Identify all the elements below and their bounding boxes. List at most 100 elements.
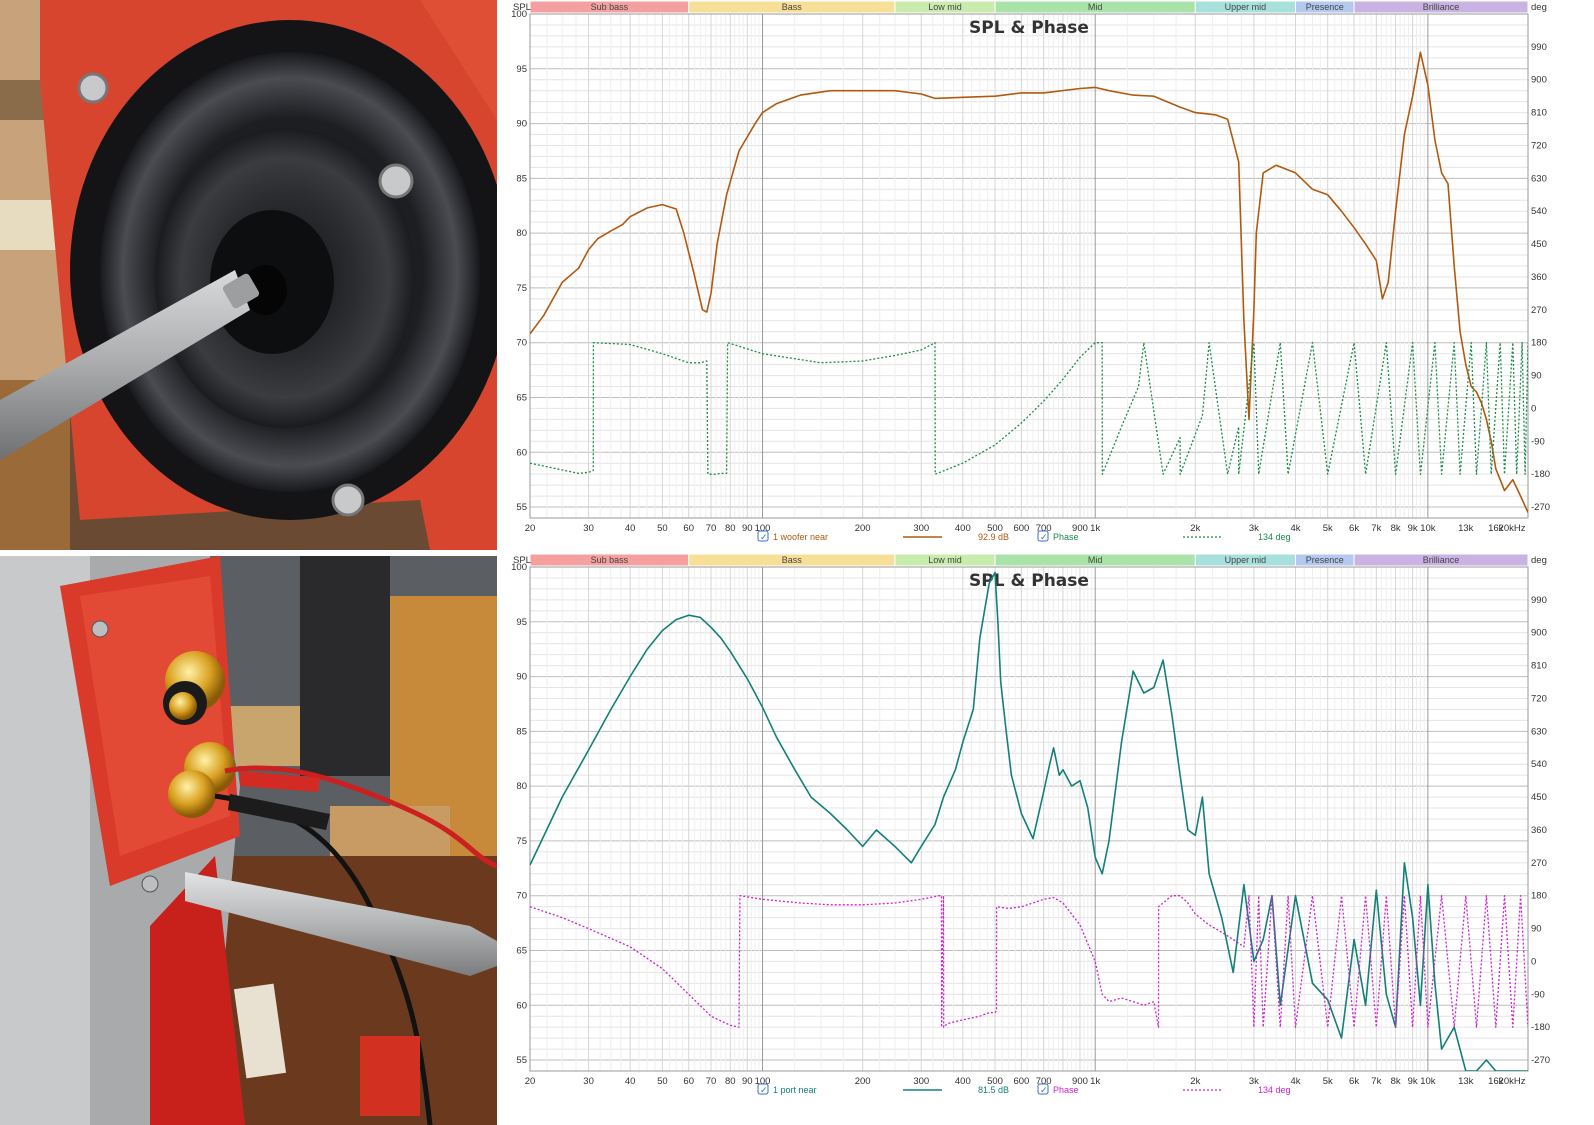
freq-tick-label: 10k — [1420, 1076, 1436, 1087]
freq-tick-label: 500 — [987, 523, 1003, 534]
series-checkbox — [757, 1083, 769, 1095]
legend-series-name: 1 port near — [773, 1085, 817, 1095]
freq-tick-label: 600 — [1013, 1076, 1029, 1087]
woofer-chart-svg: Sub bass Bass Low mid Mid Upper mid Presence B… — [511, 0, 1550, 542]
freq-tick-label: 3k — [1249, 1076, 1259, 1087]
phase-tick-label: 450 — [1531, 792, 1547, 803]
woofer-photo-drawing — [0, 0, 497, 550]
spl-tick-label: 60 — [516, 1000, 527, 1011]
freq-tick-label: 10k — [1420, 523, 1436, 534]
legend-series-value: 92.9 dB — [978, 532, 1009, 542]
freq-tick-label: 70 — [706, 523, 717, 534]
band-6 — [1353, 553, 1529, 567]
spl-tick-label: 90 — [516, 672, 527, 683]
spl-tick-label: 65 — [516, 945, 527, 956]
band-label: Presence — [1306, 555, 1344, 565]
freq-tick-label: 6k — [1349, 1076, 1359, 1087]
phase-series-line — [530, 895, 1528, 1028]
freq-tick-label: 60 — [683, 523, 694, 534]
freq-tick-label: 20kHz — [1499, 1076, 1526, 1087]
freq-tick-label: 30 — [583, 1076, 594, 1087]
freq-tick-label: 4k — [1290, 1076, 1300, 1087]
freq-tick-label: 80 — [725, 523, 736, 534]
spl-tick-label: 60 — [516, 447, 527, 458]
spl-series-line — [530, 51, 1528, 513]
band-label: Low mid — [928, 2, 962, 12]
checkmark-icon: ✓ — [1040, 532, 1048, 542]
freq-tick-label: 8k — [1391, 1076, 1401, 1087]
band-label: Low mid — [928, 555, 962, 565]
spl-series-line — [530, 571, 1528, 1071]
band-6 — [1353, 0, 1529, 14]
freq-tick-label: 4k — [1290, 523, 1300, 534]
freq-tick-label: 20kHz — [1499, 523, 1526, 534]
freq-tick-label: 6k — [1349, 523, 1359, 534]
phase-tick-label: 360 — [1531, 272, 1547, 283]
phase-tick-label: -90 — [1531, 436, 1545, 447]
freq-tick-label: 20 — [525, 523, 536, 534]
spl-tick-label: 65 — [516, 392, 527, 403]
spl-tick-label: 95 — [516, 617, 527, 628]
phase-tick-label: -180 — [1531, 1022, 1550, 1033]
phase-axis-unit: deg — [1531, 2, 1547, 13]
band-label: Sub bass — [591, 555, 629, 565]
freq-tick-label: 900 — [1072, 523, 1088, 534]
freq-tick-label: 300 — [913, 1076, 929, 1087]
freq-tick-label: 8k — [1391, 523, 1401, 534]
phase-tick-label: 180 — [1531, 891, 1547, 902]
checkmark-icon: ✓ — [760, 532, 768, 542]
woofer-spl-phase-chart: Sub bass Bass Low mid Mid Upper mid Presence B… — [510, 0, 1594, 560]
legend-series-value: 81.5 dB — [978, 1085, 1009, 1095]
freq-tick-label: 700 — [1036, 1076, 1052, 1087]
phase-tick-label: -270 — [1531, 1055, 1550, 1066]
spl-tick-label: 85 — [516, 726, 527, 737]
phase-tick-label: 540 — [1531, 206, 1547, 217]
phase-series-line — [530, 342, 1528, 475]
spl-tick-label: 100 — [511, 562, 527, 573]
band-label: Upper mid — [1225, 555, 1267, 565]
spl-tick-label: 80 — [516, 228, 527, 239]
band-label: Bass — [782, 2, 803, 12]
phase-checkbox — [1037, 530, 1049, 542]
freq-tick-label: 90 — [742, 523, 753, 534]
series-checkbox — [757, 530, 769, 542]
band-label: Bass — [782, 555, 803, 565]
freq-tick-label: 70 — [706, 1076, 717, 1087]
phase-tick-label: 270 — [1531, 858, 1547, 869]
chart-title: SPL & Phase — [969, 18, 1089, 38]
freq-tick-label: 9k — [1408, 523, 1418, 534]
spl-tick-label: 95 — [516, 64, 527, 75]
spl-tick-label: 55 — [516, 502, 527, 513]
plot-frame — [529, 13, 1529, 519]
freq-tick-label: 700 — [1036, 523, 1052, 534]
plot-frame — [529, 566, 1529, 1072]
freq-tick-label: 300 — [913, 523, 929, 534]
band-label: Upper mid — [1225, 2, 1267, 12]
spl-tick-label: 75 — [516, 836, 527, 847]
freq-tick-label: 5k — [1323, 1076, 1333, 1087]
checkmark-icon: ✓ — [760, 1085, 768, 1095]
freq-tick-label: 500 — [987, 1076, 1003, 1087]
freq-tick-label: 13k — [1458, 523, 1474, 534]
band-label: Mid — [1088, 555, 1103, 565]
phase-tick-label: 810 — [1531, 108, 1547, 119]
freq-tick-label: 5k — [1323, 523, 1333, 534]
phase-tick-label: 0 — [1531, 403, 1536, 414]
phase-checkbox — [1037, 1083, 1049, 1095]
phase-tick-label: 90 — [1531, 924, 1542, 935]
freq-tick-label: 9k — [1408, 1076, 1418, 1087]
woofer-photo — [0, 0, 497, 550]
legend-phase-value: 134 deg — [1258, 532, 1291, 542]
spl-tick-label: 55 — [516, 1055, 527, 1066]
phase-tick-label: 720 — [1531, 693, 1547, 704]
freq-tick-label: 2k — [1190, 523, 1200, 534]
phase-tick-label: 990 — [1531, 42, 1547, 53]
chart-title: SPL & Phase — [969, 571, 1089, 591]
freq-tick-label: 7k — [1371, 523, 1381, 534]
legend: ✓ 1 woofer near 92.9 dB ✓ Phase 134 deg — [757, 530, 1291, 542]
freq-tick-label: 3k — [1249, 523, 1259, 534]
freq-tick-label: 2k — [1190, 1076, 1200, 1087]
freq-tick-label: 400 — [955, 1076, 971, 1087]
phase-tick-label: 900 — [1531, 628, 1547, 639]
phase-tick-label: 450 — [1531, 239, 1547, 250]
